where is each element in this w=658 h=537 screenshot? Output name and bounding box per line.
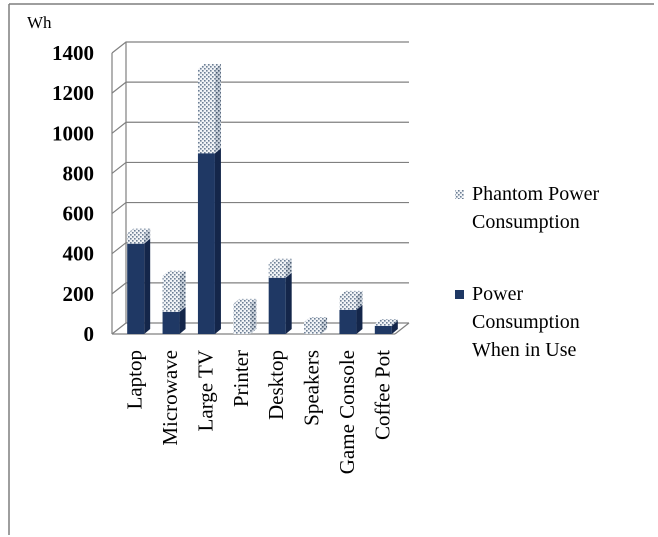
y-tick-label: 1200 (52, 81, 94, 105)
bar-printer-series-1 (233, 298, 257, 334)
x-category-label: Coffee Pot (370, 350, 394, 440)
gridline (111, 41, 409, 54)
x-category-label: Printer (229, 350, 253, 407)
gridline (111, 201, 409, 215)
x-category-label: Desktop (264, 350, 288, 420)
legend: Phantom Power Consumption Power Consumption… (455, 183, 600, 361)
y-tick-label: 1400 (52, 41, 94, 65)
x-category-label: Laptop (123, 350, 147, 409)
gridline (111, 282, 409, 295)
bar-large-tv-series-1 (197, 64, 221, 154)
bar-microwave-series-1 (162, 270, 186, 312)
bar-desktop-series-1 (268, 258, 292, 278)
x-category-label: Large TV (193, 350, 217, 431)
x-axis-labels: Laptop Microwave Large TV Printer Desktop Spe… (123, 350, 395, 474)
y-axis-ticks: 0 200 400 600 800 1000 1200 1400 (52, 41, 94, 346)
bar-large-tv-series-0 (197, 148, 221, 334)
gridlines (111, 41, 410, 335)
bar-game-console-series-1 (339, 290, 363, 310)
y-axis-unit-label: Wh (27, 13, 52, 32)
bar-speakers-series-1 (304, 316, 328, 334)
legend-label: Consumption (472, 211, 580, 233)
gridline (111, 121, 409, 134)
y-tick-label: 600 (63, 202, 95, 226)
x-category-label: Speakers (300, 350, 324, 426)
legend-label: Phantom Power (472, 183, 600, 205)
x-category-label: Microwave (158, 350, 182, 446)
y-tick-label: 200 (63, 282, 95, 306)
gridline (111, 81, 409, 94)
y-tick-label: 800 (63, 161, 95, 185)
legend-swatch (455, 290, 464, 299)
y-tick-label: 400 (63, 242, 95, 266)
gridline (111, 322, 409, 335)
legend-label: Power (472, 283, 523, 305)
gridline (111, 161, 409, 174)
y-tick-label: 0 (84, 322, 95, 346)
legend-swatch (455, 190, 464, 199)
floor-edge (394, 322, 410, 335)
bar-laptop-series-0 (127, 238, 151, 334)
bar-coffee-pot-series-1 (374, 318, 398, 326)
bar-laptop-series-1 (127, 228, 151, 244)
legend-label: When in Use (472, 339, 577, 361)
legend-label: Consumption (472, 311, 580, 333)
bars (127, 64, 398, 334)
y-tick-label: 1000 (52, 121, 94, 145)
bar-desktop-series-0 (268, 272, 292, 334)
x-category-label: Game Console (335, 350, 359, 474)
gridline (111, 242, 409, 255)
